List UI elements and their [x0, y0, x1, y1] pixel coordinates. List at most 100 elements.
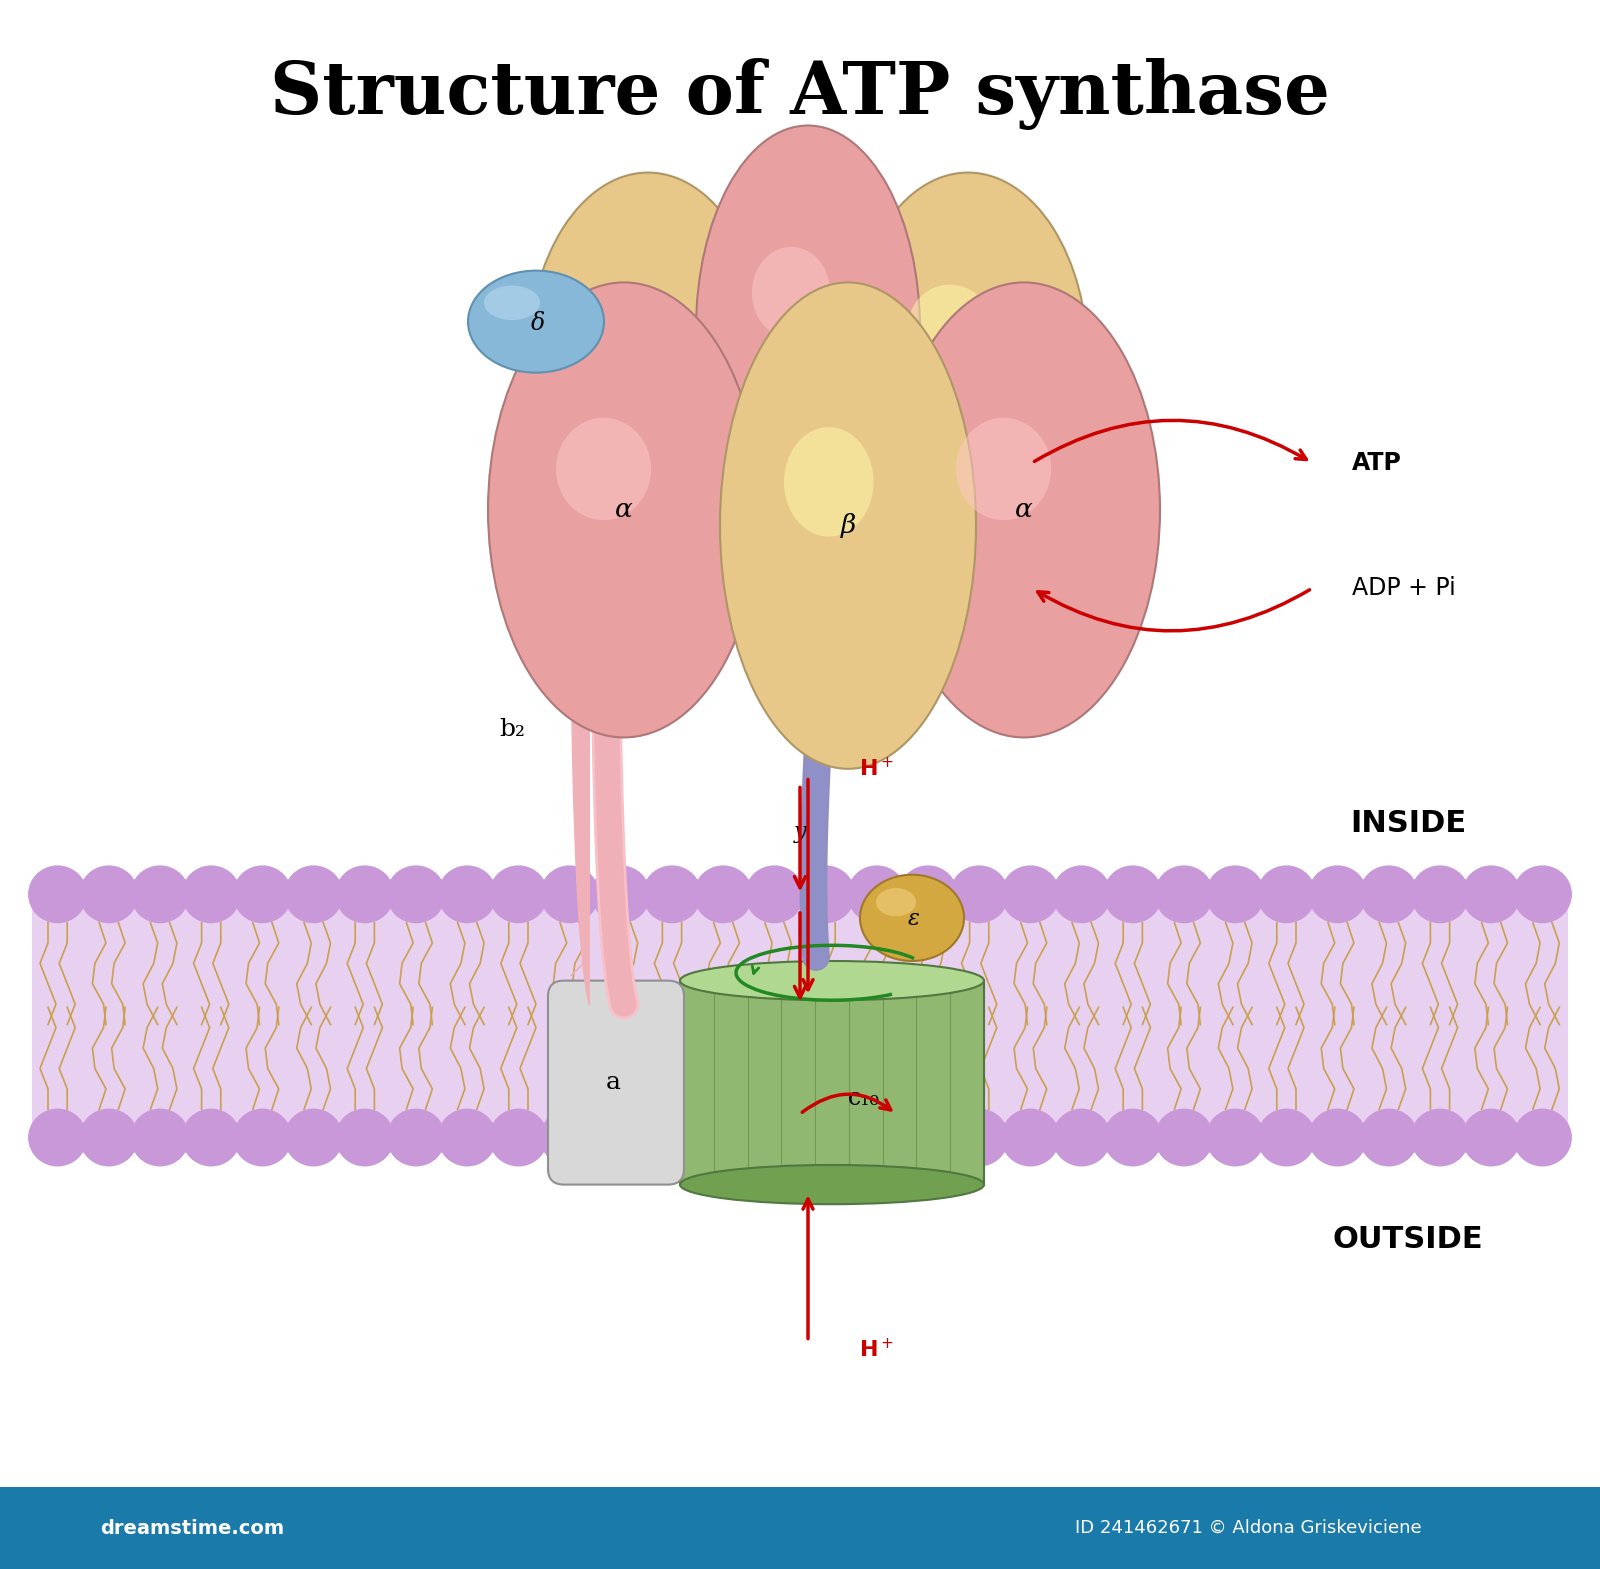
Circle shape: [80, 866, 138, 923]
Circle shape: [899, 1109, 957, 1166]
Circle shape: [592, 866, 650, 923]
Circle shape: [1514, 866, 1571, 923]
Circle shape: [1309, 866, 1366, 923]
Text: α: α: [614, 497, 634, 522]
Circle shape: [387, 1109, 445, 1166]
Circle shape: [80, 1109, 138, 1166]
Circle shape: [541, 866, 598, 923]
Circle shape: [1411, 1109, 1469, 1166]
Circle shape: [1104, 1109, 1162, 1166]
Ellipse shape: [467, 270, 605, 373]
Text: b₂: b₂: [499, 719, 525, 741]
Circle shape: [848, 866, 906, 923]
FancyBboxPatch shape: [680, 981, 984, 1185]
Circle shape: [1411, 866, 1469, 923]
Ellipse shape: [488, 282, 760, 737]
Ellipse shape: [528, 173, 768, 549]
Circle shape: [1258, 1109, 1315, 1166]
Text: α: α: [1014, 497, 1034, 522]
Ellipse shape: [877, 888, 915, 916]
Circle shape: [1206, 1109, 1264, 1166]
Circle shape: [1309, 1109, 1366, 1166]
Circle shape: [1002, 866, 1059, 923]
Circle shape: [336, 1109, 394, 1166]
Circle shape: [643, 866, 701, 923]
Circle shape: [746, 1109, 803, 1166]
Text: OUTSIDE: OUTSIDE: [1333, 1225, 1483, 1254]
Ellipse shape: [909, 284, 992, 369]
Ellipse shape: [784, 427, 874, 537]
Text: δ: δ: [531, 312, 544, 334]
Text: β: β: [840, 513, 856, 538]
Circle shape: [950, 1109, 1008, 1166]
Circle shape: [490, 866, 547, 923]
Circle shape: [1155, 866, 1213, 923]
Circle shape: [438, 866, 496, 923]
Circle shape: [592, 1109, 650, 1166]
Circle shape: [285, 1109, 342, 1166]
Text: Structure of ATP synthase: Structure of ATP synthase: [270, 58, 1330, 130]
Text: ID 241462671 © Aldona Griskeviciene: ID 241462671 © Aldona Griskeviciene: [1075, 1519, 1421, 1538]
Ellipse shape: [557, 417, 651, 521]
Ellipse shape: [776, 403, 888, 505]
Circle shape: [643, 1109, 701, 1166]
Ellipse shape: [589, 284, 672, 369]
Circle shape: [336, 866, 394, 923]
Circle shape: [234, 866, 291, 923]
Circle shape: [1514, 1109, 1571, 1166]
Text: ATP: ATP: [1352, 450, 1402, 475]
FancyBboxPatch shape: [0, 1487, 1600, 1569]
Circle shape: [29, 866, 86, 923]
Text: ADP + Pi: ADP + Pi: [1352, 576, 1456, 601]
Circle shape: [746, 866, 803, 923]
Circle shape: [797, 1109, 854, 1166]
Ellipse shape: [483, 286, 541, 320]
Circle shape: [29, 1109, 86, 1166]
Text: H$^+$: H$^+$: [859, 1338, 894, 1360]
Text: H$^+$: H$^+$: [859, 758, 894, 780]
Text: a: a: [605, 1072, 621, 1094]
FancyBboxPatch shape: [547, 981, 685, 1185]
Text: α: α: [798, 317, 818, 342]
Circle shape: [694, 866, 752, 923]
Circle shape: [1104, 866, 1162, 923]
Circle shape: [285, 866, 342, 923]
Ellipse shape: [720, 282, 976, 769]
Text: β: β: [960, 348, 976, 373]
Ellipse shape: [955, 417, 1051, 521]
Text: INSIDE: INSIDE: [1350, 810, 1466, 838]
Text: dreamstime.com: dreamstime.com: [99, 1519, 285, 1538]
Ellipse shape: [848, 173, 1088, 549]
Circle shape: [1360, 866, 1418, 923]
Circle shape: [1053, 1109, 1110, 1166]
Circle shape: [797, 866, 854, 923]
Circle shape: [899, 866, 957, 923]
Ellipse shape: [861, 876, 963, 960]
Circle shape: [182, 1109, 240, 1166]
Text: β: β: [640, 348, 656, 373]
Circle shape: [438, 1109, 496, 1166]
Circle shape: [1155, 1109, 1213, 1166]
Ellipse shape: [680, 1164, 984, 1205]
FancyBboxPatch shape: [32, 879, 1568, 1153]
Circle shape: [182, 866, 240, 923]
Circle shape: [131, 1109, 189, 1166]
Circle shape: [1462, 1109, 1520, 1166]
Text: c₁₀: c₁₀: [848, 1087, 880, 1109]
Circle shape: [1462, 866, 1520, 923]
Circle shape: [950, 866, 1008, 923]
Ellipse shape: [680, 960, 984, 1001]
Circle shape: [490, 1109, 547, 1166]
Circle shape: [541, 1109, 598, 1166]
Circle shape: [848, 1109, 906, 1166]
Circle shape: [1360, 1109, 1418, 1166]
Circle shape: [1206, 866, 1264, 923]
Ellipse shape: [696, 126, 920, 533]
Circle shape: [1053, 866, 1110, 923]
Circle shape: [1258, 866, 1315, 923]
Text: y: y: [794, 821, 806, 843]
Ellipse shape: [888, 282, 1160, 737]
Text: ε: ε: [907, 908, 920, 930]
Ellipse shape: [752, 246, 830, 339]
Circle shape: [387, 866, 445, 923]
